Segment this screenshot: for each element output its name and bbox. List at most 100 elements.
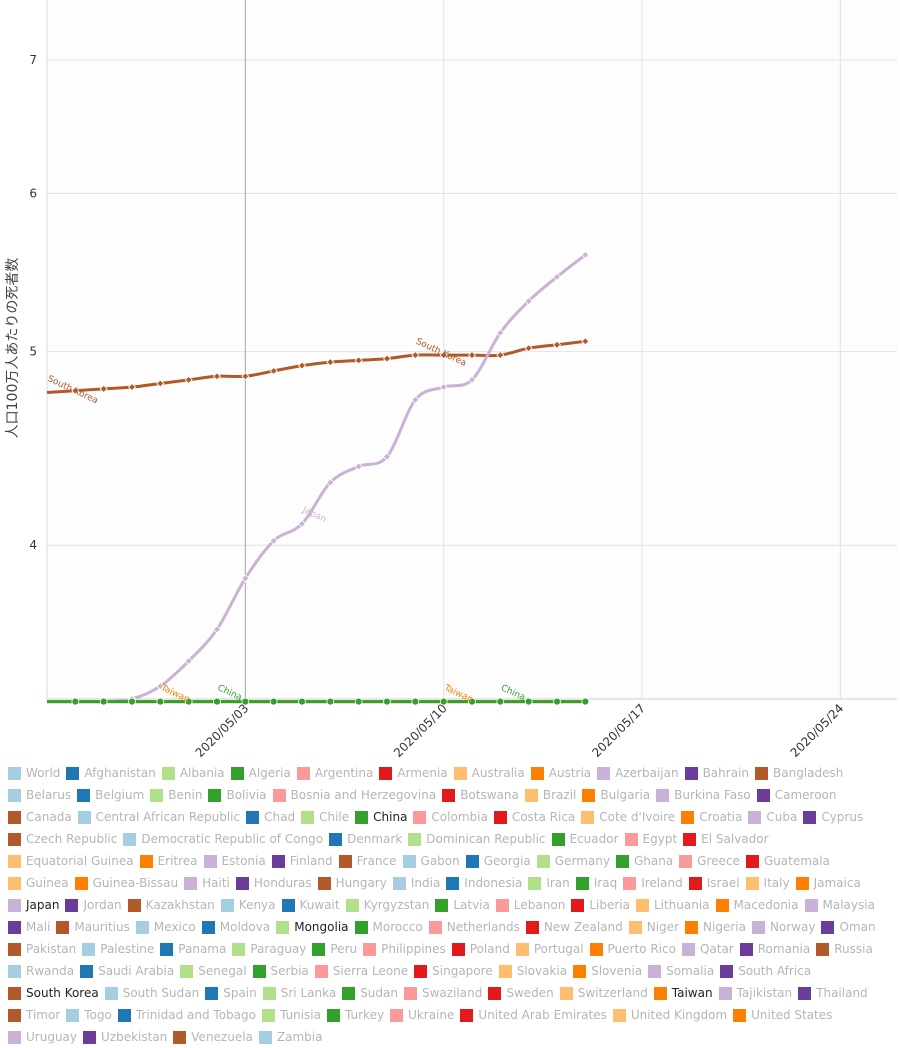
legend-item-south-africa[interactable]: South Africa (720, 960, 811, 982)
legend-item-belgium[interactable]: Belgium (77, 784, 144, 806)
legend-item-sri-lanka[interactable]: Sri Lanka (262, 982, 336, 1004)
data-point[interactable] (241, 372, 250, 381)
legend-item-czech-republic[interactable]: Czech Republic (8, 828, 117, 850)
legend-item-taiwan[interactable]: Taiwan (653, 982, 713, 1004)
data-point[interactable] (184, 697, 193, 706)
data-point[interactable] (71, 697, 80, 706)
data-point[interactable] (156, 697, 165, 706)
legend-item-uruguay[interactable]: Uruguay (8, 1026, 77, 1048)
data-point[interactable] (467, 351, 477, 360)
data-point[interactable] (184, 656, 193, 666)
data-point[interactable] (326, 358, 335, 367)
legend-item-india[interactable]: India (392, 872, 440, 894)
data-point[interactable] (524, 344, 533, 353)
legend-item-armenia[interactable]: Armenia (379, 762, 448, 784)
legend-item-thailand[interactable]: Thailand (798, 982, 868, 1004)
legend-item-austria[interactable]: Austria (530, 762, 591, 784)
legend-item-niger[interactable]: Niger (628, 916, 679, 938)
legend-item-romania[interactable]: Romania (739, 938, 810, 960)
legend-item-swaziland[interactable]: Swaziland (404, 982, 482, 1004)
legend-item-lebanon[interactable]: Lebanon (495, 894, 565, 916)
legend-item-indonesia[interactable]: Indonesia (446, 872, 522, 894)
data-point[interactable] (553, 697, 561, 706)
legend-item-philippines[interactable]: Philippines (363, 938, 446, 960)
legend-item-denmark[interactable]: Denmark (329, 828, 402, 850)
legend-item-kazakhstan[interactable]: Kazakhstan (127, 894, 215, 916)
data-point[interactable] (552, 340, 562, 349)
legend-item-liberia[interactable]: Liberia (571, 894, 630, 916)
legend-item-el-salvador[interactable]: El Salvador (683, 828, 769, 850)
data-point[interactable] (581, 697, 590, 706)
legend-item-estonia[interactable]: Estonia (203, 850, 266, 872)
legend-item-honduras[interactable]: Honduras (235, 872, 312, 894)
data-point[interactable] (213, 697, 221, 706)
legend-item-ireland[interactable]: Ireland (623, 872, 683, 894)
legend-item-hungary[interactable]: Hungary (317, 872, 387, 894)
legend-item-equatorial-guinea[interactable]: Equatorial Guinea (8, 850, 134, 872)
legend-item-panama[interactable]: Panama (160, 938, 226, 960)
data-point[interactable] (128, 697, 136, 706)
data-point[interactable] (354, 462, 363, 471)
data-point[interactable] (467, 375, 477, 384)
legend-item-central-african-republic[interactable]: Central African Republic (77, 806, 240, 828)
data-point[interactable] (212, 625, 222, 634)
legend-item-azerbaijan[interactable]: Azerbaijan (597, 762, 679, 784)
legend-item-cyprus[interactable]: Cyprus (803, 806, 863, 828)
legend-item-belarus[interactable]: Belarus (8, 784, 71, 806)
legend-item-democratic-republic-of-congo[interactable]: Democratic Republic of Congo (123, 828, 323, 850)
legend-item-sweden[interactable]: Sweden (488, 982, 554, 1004)
legend-item-dominican-republic[interactable]: Dominican Republic (408, 828, 546, 850)
legend-item-bahrain[interactable]: Bahrain (684, 762, 749, 784)
data-point[interactable] (581, 337, 590, 346)
data-point[interactable] (127, 383, 137, 392)
legend-item-togo[interactable]: Togo (66, 1004, 112, 1026)
legend-item-south-sudan[interactable]: South Sudan (104, 982, 199, 1004)
legend-item-world[interactable]: World (8, 762, 60, 784)
legend-item-new-zealand[interactable]: New Zealand (525, 916, 623, 938)
legend-item-singapore[interactable]: Singapore (414, 960, 493, 982)
legend-item-ecuador[interactable]: Ecuador (551, 828, 619, 850)
legend-item-slovakia[interactable]: Slovakia (498, 960, 567, 982)
data-point[interactable] (382, 354, 392, 363)
legend-item-peru[interactable]: Peru (312, 938, 357, 960)
legend-item-algeria[interactable]: Algeria (230, 762, 291, 784)
legend-item-cameroon[interactable]: Cameroon (756, 784, 836, 806)
legend-item-germany[interactable]: Germany (536, 850, 610, 872)
legend-item-finland[interactable]: Finland (271, 850, 333, 872)
data-point[interactable] (156, 682, 165, 691)
data-point[interactable] (156, 379, 165, 388)
legend-item-sudan[interactable]: Sudan (342, 982, 398, 1004)
data-point[interactable] (439, 697, 448, 706)
data-point[interactable] (496, 328, 505, 337)
legend-item-united-arab-emirates[interactable]: United Arab Emirates (460, 1004, 607, 1026)
legend-item-uzbekistan[interactable]: Uzbekistan (83, 1026, 167, 1048)
legend-item-jordan[interactable]: Jordan (65, 894, 122, 916)
legend-item-latvia[interactable]: Latvia (435, 894, 490, 916)
legend-item-venezuela[interactable]: Venezuela (173, 1026, 253, 1048)
legend-item-mali[interactable]: Mali (8, 916, 50, 938)
data-point[interactable] (439, 351, 448, 360)
legend-item-pakistan[interactable]: Pakistan (8, 938, 76, 960)
legend-item-canada[interactable]: Canada (8, 806, 72, 828)
data-point[interactable] (297, 361, 307, 370)
data-point[interactable] (439, 383, 448, 392)
data-point[interactable] (326, 697, 335, 706)
legend-item-somalia[interactable]: Somalia (648, 960, 714, 982)
legend-item-albania[interactable]: Albania (161, 762, 225, 784)
data-point[interactable] (496, 351, 505, 360)
legend-item-paraguay[interactable]: Paraguay (232, 938, 306, 960)
data-point[interactable] (496, 697, 505, 706)
data-point[interactable] (581, 250, 590, 259)
data-point[interactable] (269, 536, 278, 545)
legend-item-sierra-leone[interactable]: Sierra Leone (314, 960, 408, 982)
legend-item-haiti[interactable]: Haiti (184, 872, 230, 894)
data-point[interactable] (411, 395, 420, 404)
legend-item-chad[interactable]: Chad (246, 806, 295, 828)
legend-item-serbia[interactable]: Serbia (252, 960, 309, 982)
legend-item-tunisia[interactable]: Tunisia (262, 1004, 321, 1026)
legend-item-france[interactable]: France (338, 850, 397, 872)
legend-item-puerto-rico[interactable]: Puerto Rico (589, 938, 676, 960)
data-point[interactable] (99, 384, 108, 393)
legend-item-zambia[interactable]: Zambia (258, 1026, 322, 1048)
legend-item-qatar[interactable]: Qatar (681, 938, 734, 960)
